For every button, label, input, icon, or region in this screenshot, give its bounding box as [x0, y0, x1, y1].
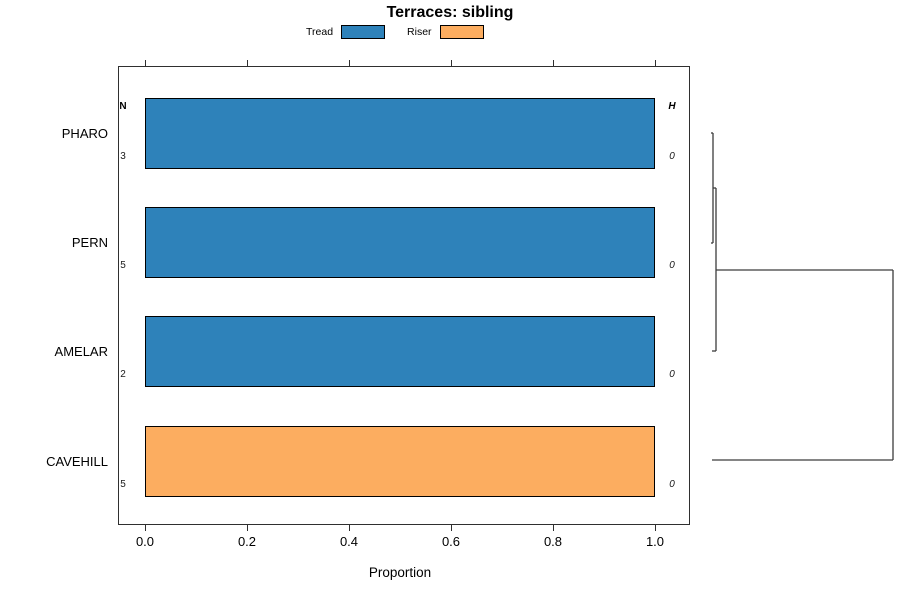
legend: Tread Riser	[306, 25, 484, 39]
legend-label: Tread	[306, 26, 334, 38]
x-axis-tick-label: 0.4	[339, 534, 359, 549]
category-label-amelar: AMELAR	[54, 343, 108, 359]
n-value-amelar: 2	[120, 369, 126, 380]
x-axis-tick-label: 0.0	[135, 534, 155, 549]
bar-pharo-tread	[145, 98, 655, 169]
x-axis-tick-label: 0.8	[543, 534, 563, 549]
h-column-header: H	[668, 101, 676, 112]
x-axis-tick-top	[553, 60, 554, 66]
category-label-pharo: PHARO	[61, 125, 108, 141]
x-axis-tick-top	[145, 60, 146, 66]
plot-area	[118, 66, 690, 525]
bar-pern-tread	[145, 207, 655, 278]
legend-item-riser: Riser	[407, 25, 484, 39]
x-axis-tick-bottom	[451, 525, 452, 531]
chart-title: Terraces: sibling	[386, 4, 514, 21]
x-axis-tick-top	[451, 60, 452, 66]
x-axis-tick-top	[349, 60, 350, 66]
x-axis-tick-top	[655, 60, 656, 66]
n-value-cavehill: 5	[120, 479, 126, 490]
x-axis-title: Proportion	[368, 565, 432, 580]
x-axis-tick-top	[247, 60, 248, 66]
x-axis-tick-label: 0.2	[237, 534, 257, 549]
bar-amelar-tread	[145, 316, 655, 387]
n-value-pharo: 3	[120, 151, 126, 162]
x-axis-tick-label: 1.0	[645, 534, 665, 549]
category-label-cavehill: CAVEHILL	[46, 453, 108, 469]
legend-label: Riser	[407, 26, 432, 38]
category-label-pern: PERN	[71, 234, 108, 250]
h-value-pern: 0	[669, 260, 675, 271]
x-axis-tick-bottom	[553, 525, 554, 531]
bar-cavehill-riser	[145, 426, 655, 497]
h-value-pharo: 0	[669, 151, 675, 162]
h-value-cavehill: 0	[669, 479, 675, 490]
x-axis-tick-bottom	[349, 525, 350, 531]
x-axis-tick-label: 0.6	[441, 534, 461, 549]
legend-swatch-riser	[439, 25, 484, 39]
x-axis-tick-bottom	[247, 525, 248, 531]
x-axis-tick-bottom	[145, 525, 146, 531]
n-value-pern: 5	[120, 260, 126, 271]
n-column-header: N	[119, 101, 127, 112]
x-axis-tick-bottom	[655, 525, 656, 531]
legend-swatch-tread	[341, 25, 386, 39]
legend-item-tread: Tread	[306, 25, 386, 39]
h-value-amelar: 0	[669, 369, 675, 380]
